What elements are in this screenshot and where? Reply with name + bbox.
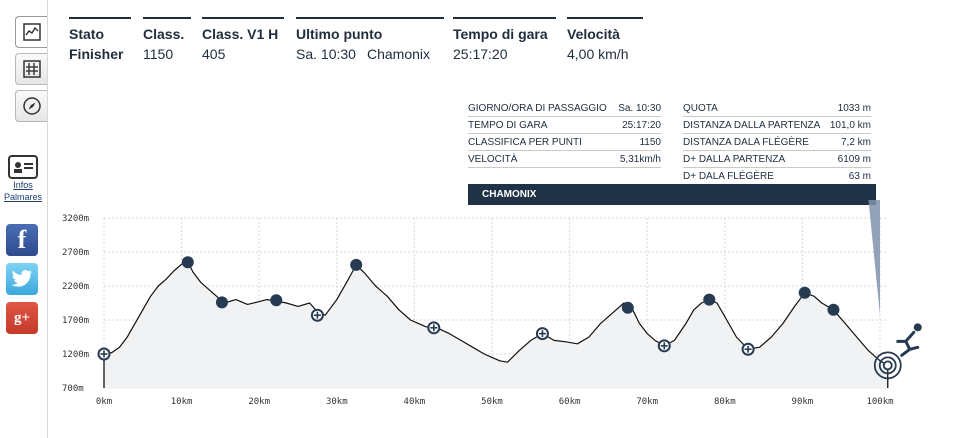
y-tick-label: 700m <box>62 384 84 394</box>
x-tick-label: 60km <box>559 397 581 407</box>
info-row: D+ DALLA PARTENZA 6109 m <box>683 151 871 168</box>
map-view-button[interactable] <box>15 90 47 122</box>
info-row: TEMPO DI GARA 25:17:20 <box>468 117 661 134</box>
stat-label: Tempo di gara <box>453 26 548 42</box>
twitter-icon <box>11 270 32 287</box>
x-tick-label: 30km <box>326 397 348 407</box>
y-tick-label: 2700m <box>62 248 89 258</box>
y-tick-label: 3200m <box>62 214 89 224</box>
elevation-profile-chart[interactable]: 700m 1200m 1700m 2200m 2700m 3200m 0km 10km 20km… <box>48 200 948 438</box>
runner-icon-part <box>896 330 920 357</box>
checkpoint-marker <box>621 301 634 314</box>
current-position-dot <box>882 360 893 371</box>
x-tick-label: 0km <box>96 397 112 407</box>
info-row: CLASSIFICA PER PUNTI 1150 <box>468 134 661 151</box>
current-position-ring <box>873 351 902 380</box>
stat-value: 25:17:20 <box>453 46 508 62</box>
stat-label: Stato <box>69 26 104 42</box>
y-tick-label: 2200m <box>62 282 89 292</box>
infos-link[interactable]: Infos <box>13 180 33 190</box>
profile-view-button[interactable] <box>15 16 47 48</box>
checkpoint-marker <box>215 296 228 309</box>
twitter-share-button[interactable] <box>6 263 38 295</box>
y-tick-label: 1200m <box>62 350 89 360</box>
info-row: DISTANZA DALA FLÉGÈRE 7,2 km <box>683 134 871 151</box>
checkpoint-marker <box>270 294 283 307</box>
google-plus-share-button[interactable]: g+ <box>6 302 38 334</box>
current-position-ring <box>878 356 897 375</box>
x-tick-label: 100km <box>866 397 893 407</box>
x-tick-label: 70km <box>636 397 658 407</box>
stat-label: Ultimo punto <box>296 26 383 42</box>
compass-icon <box>22 97 41 115</box>
runner-icon <box>896 323 922 357</box>
grid-view-icon <box>22 60 41 78</box>
stat-label: Velocità <box>567 26 620 42</box>
x-tick-label: 50km <box>481 397 503 407</box>
infos-palmares[interactable]: Infos Palmares <box>4 155 42 203</box>
profile-view-icon <box>22 23 41 41</box>
x-tick-label: 10km <box>171 397 193 407</box>
info-row: GIORNO/ORA DI PASSAGGIO Sa. 10:30 <box>468 100 661 117</box>
checkpoint-name-banner: CHAMONIX <box>468 184 876 205</box>
info-row: DISTANZA DALLA PARTENZA 101,0 km <box>683 117 871 134</box>
x-tick-label: 90km <box>792 397 814 407</box>
x-tick-label: 20km <box>248 397 270 407</box>
view-toolbar: Infos Palmares f g+ <box>0 0 48 438</box>
checkpoint-info-left: GIORNO/ORA DI PASSAGGIO Sa. 10:30 TEMPO D… <box>468 100 661 168</box>
x-tick-label: 80km <box>714 397 736 407</box>
stat-value: 405 <box>202 46 226 62</box>
stat-value: 1150 <box>143 46 174 62</box>
google-plus-icon: g+ <box>13 309 31 326</box>
tooltip-pointer <box>868 200 880 316</box>
y-tick-label: 1700m <box>62 316 89 326</box>
info-row: VELOCITÀ 5,31km/h <box>468 151 661 168</box>
profile-area <box>104 262 888 388</box>
checkpoint-marker <box>798 286 811 299</box>
stat-value: Sa. 10:30 <box>296 46 356 62</box>
stat-value: 4,00 km/h <box>567 46 629 62</box>
x-tick-label: 40km <box>404 397 426 407</box>
stat-label: Class. V1 H <box>202 26 279 42</box>
stat-value-place: Chamonix <box>367 46 431 62</box>
checkpoint-marker <box>827 303 840 316</box>
stat-label: Class. <box>143 26 185 42</box>
grid-view-button[interactable] <box>15 53 47 85</box>
checkpoint-marker <box>703 293 716 306</box>
runner-icon-part <box>913 323 922 332</box>
info-row: QUOTA 1033 m <box>683 100 871 117</box>
checkpoint-marker <box>350 258 363 271</box>
stat-value: Finisher <box>69 46 124 62</box>
info-row: D+ DALA FLÉGÈRE 63 m <box>683 168 871 185</box>
id-card-icon <box>8 155 38 179</box>
facebook-icon: f <box>17 225 27 254</box>
checkpoint-info-right: QUOTA 1033 m DISTANZA DALLA PARTENZA 101,0… <box>683 100 871 185</box>
profile-line <box>103 261 889 366</box>
palmares-link[interactable]: Palmares <box>4 192 43 202</box>
facebook-share-button[interactable]: f <box>6 224 38 256</box>
checkpoint-marker <box>181 256 194 269</box>
